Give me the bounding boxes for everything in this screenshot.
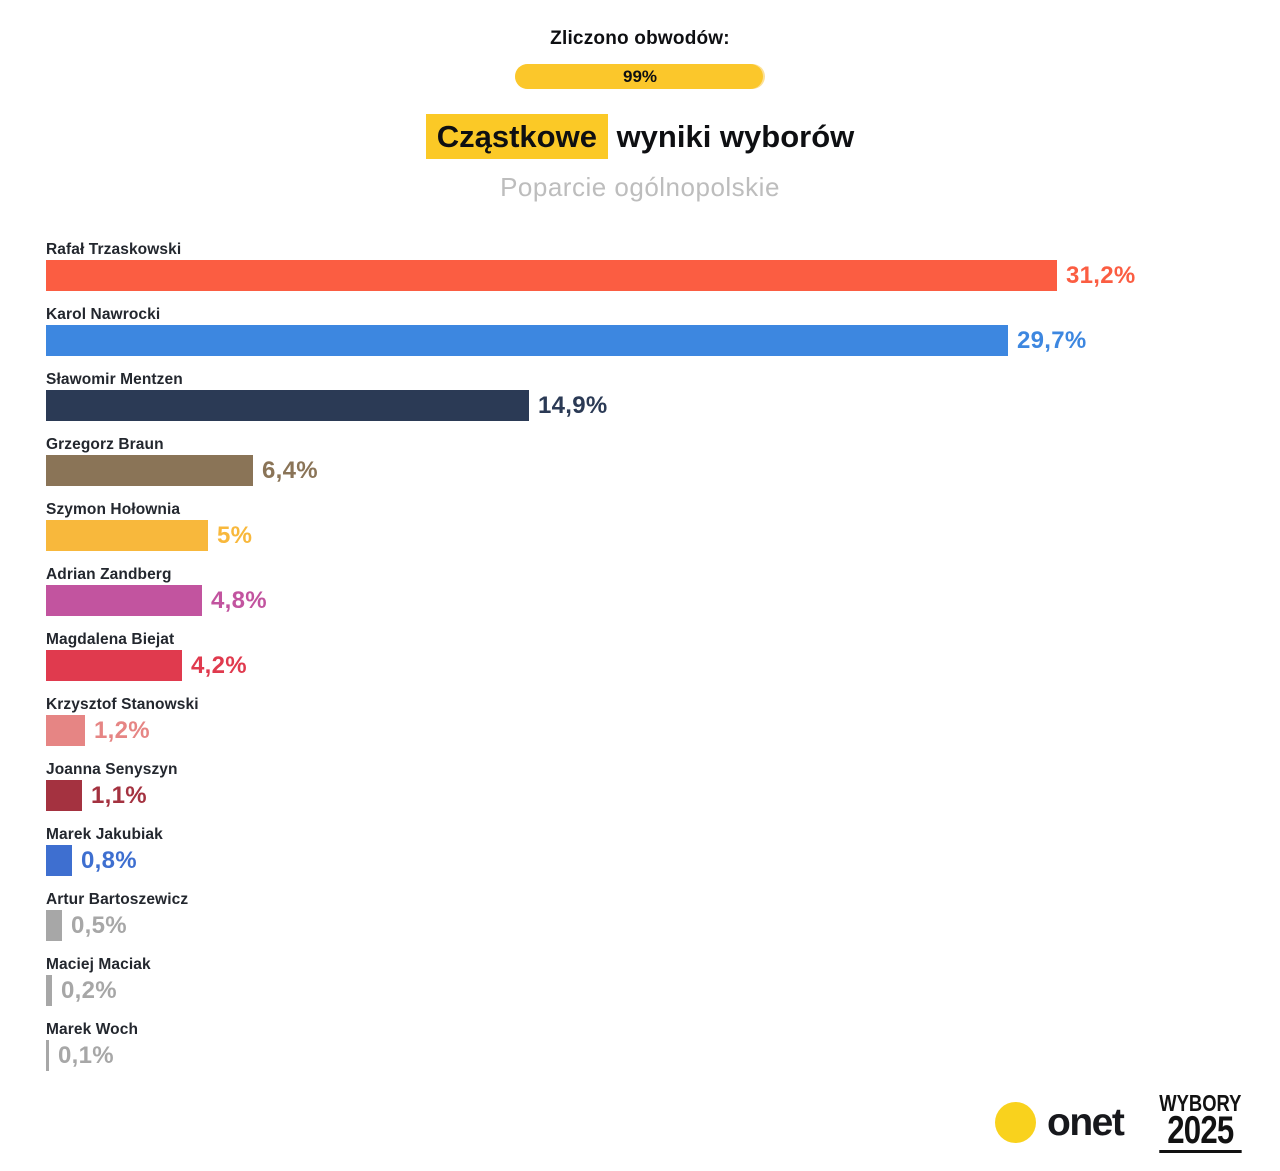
chart-row: Adrian Zandberg 4,8% bbox=[46, 566, 1280, 616]
bar-line: 1,1% bbox=[46, 780, 1280, 811]
candidate-name: Marek Jakubiak bbox=[46, 826, 163, 843]
candidate-name: Maciej Maciak bbox=[46, 956, 151, 973]
bar-value: 5% bbox=[217, 521, 253, 549]
chart-row: Artur Bartoszewicz 0,5% bbox=[46, 891, 1280, 941]
bar bbox=[46, 1040, 49, 1071]
bar-value: 14,9% bbox=[538, 391, 608, 419]
bar bbox=[46, 910, 62, 941]
counted-progress-fill bbox=[515, 64, 763, 89]
page-title: Cząstkowe wyniki wyborów bbox=[0, 114, 1280, 159]
chart-row: Grzegorz Braun 6,4% bbox=[46, 436, 1280, 486]
bar-value: 6,4% bbox=[262, 456, 318, 484]
candidate-name: Grzegorz Braun bbox=[46, 436, 164, 453]
bar bbox=[46, 845, 72, 876]
bar-line: 0,8% bbox=[46, 845, 1280, 876]
bar bbox=[46, 650, 182, 681]
bar bbox=[46, 520, 208, 551]
bar-value: 0,2% bbox=[61, 976, 117, 1004]
bar-line: 31,2% bbox=[46, 260, 1280, 291]
bar bbox=[46, 975, 52, 1006]
onet-circle-icon bbox=[995, 1102, 1037, 1143]
chart-row: Szymon Hołownia 5% bbox=[46, 501, 1280, 551]
bar-line: 29,7% bbox=[46, 325, 1280, 356]
chart-row: Marek Jakubiak 0,8% bbox=[46, 826, 1280, 876]
header: Zliczono obwodów: 99% Cząstkowe wyniki w… bbox=[0, 0, 1280, 203]
candidate-name: Marek Woch bbox=[46, 1021, 139, 1038]
candidate-name: Karol Nawrocki bbox=[46, 306, 161, 323]
wybory-logo-line2: 2025 bbox=[1159, 1111, 1242, 1153]
candidate-name: Artur Bartoszewicz bbox=[46, 891, 189, 908]
candidate-name: Magdalena Biejat bbox=[46, 631, 175, 648]
chart-row: Joanna Senyszyn 1,1% bbox=[46, 761, 1280, 811]
bar-line: 4,8% bbox=[46, 585, 1280, 616]
page-subtitle: Poparcie ogólnopolskie bbox=[500, 172, 780, 202]
chart-row: Marek Woch 0,1% bbox=[46, 1021, 1280, 1071]
bar-chart: Rafał Trzaskowski 31,2% Karol Nawrocki 2… bbox=[46, 241, 1280, 1071]
candidate-name: Rafał Trzaskowski bbox=[46, 241, 182, 258]
bar bbox=[46, 455, 253, 486]
bar bbox=[46, 715, 85, 746]
bar-line: 0,2% bbox=[46, 975, 1280, 1006]
chart-row: Karol Nawrocki 29,7% bbox=[46, 306, 1280, 356]
bar bbox=[46, 325, 1008, 356]
page-title-highlight: Cząstkowe bbox=[425, 114, 608, 159]
bar-value: 0,5% bbox=[71, 911, 127, 939]
wybory-2025-logo: WYBORY 2025 bbox=[1159, 1090, 1242, 1153]
chart-row: Maciej Maciak 0,2% bbox=[46, 956, 1280, 1006]
bar-line: 14,9% bbox=[46, 390, 1280, 421]
bar-value: 0,8% bbox=[81, 846, 137, 874]
chart-row: Krzysztof Stanowski 1,2% bbox=[46, 696, 1280, 746]
bar bbox=[46, 390, 529, 421]
bar-line: 1,2% bbox=[46, 715, 1280, 746]
bar-value: 0,1% bbox=[58, 1041, 114, 1069]
bar-value: 4,2% bbox=[191, 651, 247, 679]
bar-line: 5% bbox=[46, 520, 1280, 551]
page-title-rest: wyniki wyborów bbox=[607, 119, 855, 154]
bar bbox=[46, 780, 82, 811]
bar bbox=[46, 260, 1057, 291]
candidate-name: Szymon Hołownia bbox=[46, 501, 181, 518]
chart-row: Magdalena Biejat 4,2% bbox=[46, 631, 1280, 681]
candidate-name: Krzysztof Stanowski bbox=[46, 696, 199, 713]
bar-line: 0,5% bbox=[46, 910, 1280, 941]
counted-precincts-label: Zliczono obwodów: bbox=[550, 28, 730, 49]
footer: onet WYBORY 2025 bbox=[995, 1092, 1252, 1153]
onet-wordmark: onet bbox=[1047, 1101, 1125, 1144]
bar-line: 0,1% bbox=[46, 1040, 1280, 1071]
bar-value: 1,1% bbox=[91, 781, 147, 809]
candidate-name: Sławomir Mentzen bbox=[46, 371, 183, 388]
onet-logo: onet bbox=[995, 1101, 1125, 1144]
bar-line: 4,2% bbox=[46, 650, 1280, 681]
bar-line: 6,4% bbox=[46, 455, 1280, 486]
bar-value: 1,2% bbox=[94, 716, 150, 744]
bar bbox=[46, 585, 202, 616]
counted-progress-value: 99% bbox=[622, 66, 658, 86]
bar-value: 4,8% bbox=[211, 586, 267, 614]
bar-value: 31,2% bbox=[1066, 261, 1136, 289]
candidate-name: Joanna Senyszyn bbox=[46, 761, 178, 778]
candidate-name: Adrian Zandberg bbox=[46, 566, 172, 583]
bar-value: 29,7% bbox=[1017, 326, 1087, 354]
chart-row: Sławomir Mentzen 14,9% bbox=[46, 371, 1280, 421]
chart-row: Rafał Trzaskowski 31,2% bbox=[46, 241, 1280, 291]
counted-progress-bar: 99% bbox=[515, 64, 765, 89]
wybory-logo-line1: WYBORY bbox=[1159, 1090, 1242, 1116]
